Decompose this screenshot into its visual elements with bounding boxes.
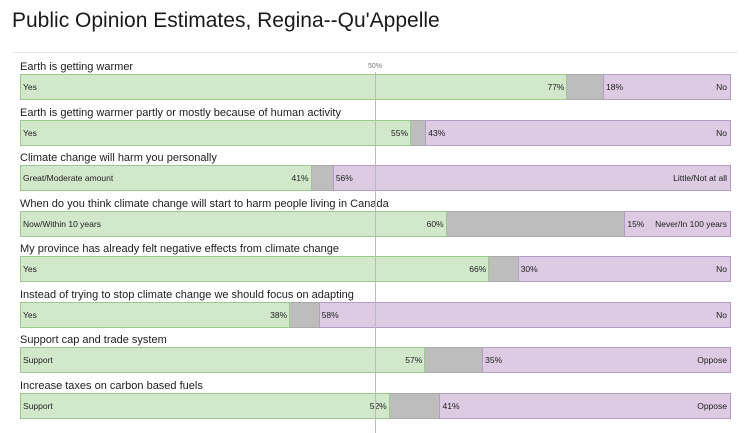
neutral-segment [311, 165, 333, 191]
right-category-label: Never/In 100 years [655, 218, 727, 229]
survey-row: Earth is getting warmer Yes 77% 18% No [20, 61, 731, 106]
agree-segment [20, 74, 568, 100]
neutral-segment [411, 119, 426, 146]
left-percent-label: 38% [270, 309, 288, 320]
disagree-segment [482, 347, 731, 373]
left-category-label: Yes [23, 264, 37, 274]
left-percent-label: 55% [391, 127, 409, 138]
left-category-label: Great/Moderate amount [23, 173, 114, 183]
left-percent-label: 41% [291, 173, 309, 183]
agree-segment [20, 119, 412, 146]
left-category-label: Yes [23, 309, 37, 320]
neutral-segment [425, 347, 483, 373]
disagree-segment [517, 256, 731, 282]
right-category-label: No [716, 82, 727, 92]
right-percent-label: 15% [627, 218, 645, 229]
left-category-label: Yes [23, 82, 37, 92]
survey-row: Support cap and trade system Support 57% 35… [20, 334, 731, 379]
left-percent-label: 60% [426, 218, 444, 229]
stacked-bar: Yes 77% 18% No [20, 74, 731, 100]
disagree-segment [425, 119, 731, 146]
right-category-label: Oppose [697, 400, 727, 411]
right-percent-label: 41% [442, 400, 460, 411]
right-category-label: No [716, 309, 727, 320]
agree-segment [20, 301, 291, 328]
left-percent-label: 52% [369, 400, 387, 411]
stacked-bar: Support 57% 35% Oppose [20, 347, 731, 373]
right-category-label: No [716, 127, 727, 138]
survey-row: My province has already felt negative ef… [20, 243, 731, 288]
neutral-segment [290, 301, 319, 328]
neutral-segment [567, 74, 604, 100]
fifty-percent-label: 50% [368, 63, 383, 70]
disagree-segment [439, 392, 731, 419]
stacked-bar: Great/Moderate amount 41% 56% Little/Not at… [20, 165, 731, 191]
right-percent-label: 30% [520, 264, 538, 274]
right-category-label: No [716, 264, 727, 274]
survey-row: Earth is getting warmer partly or mostly… [20, 107, 731, 152]
disagree-segment [332, 165, 731, 191]
right-percent-label: 56% [335, 173, 353, 183]
agree-segment [20, 256, 490, 282]
left-percent-label: 77% [547, 82, 565, 92]
disagree-segment [318, 301, 731, 328]
question-label: My province has already felt negative ef… [20, 243, 339, 255]
neutral-segment [389, 392, 440, 419]
agree-segment [20, 392, 390, 419]
question-label: Support cap and trade system [20, 334, 167, 346]
left-percent-label: 57% [405, 355, 423, 365]
left-category-label: Support [23, 400, 53, 411]
left-percent-label: 66% [469, 264, 487, 274]
left-category-label: Yes [23, 127, 37, 138]
survey-row: Instead of trying to stop climate change… [20, 289, 731, 334]
stacked-bar: Support 52% 41% Oppose [20, 392, 731, 419]
question-label: Instead of trying to stop climate change… [20, 288, 354, 301]
question-label: When do you think climate change will st… [20, 197, 389, 210]
left-category-label: Now/Within 10 years [23, 218, 101, 229]
disagree-segment [624, 210, 731, 237]
fifty-percent-line [375, 72, 376, 433]
title-divider [12, 52, 738, 53]
left-category-label: Support [23, 355, 53, 365]
stacked-bar: Yes 55% 43% No [20, 119, 731, 146]
stacked-bar: Yes 38% 58% No [20, 301, 731, 328]
neutral-segment [489, 256, 518, 282]
agree-segment [20, 165, 312, 191]
neutral-segment [446, 210, 625, 237]
survey-row: Increase taxes on carbon based fuels Supp… [20, 380, 731, 425]
right-category-label: Oppose [697, 355, 727, 365]
survey-row: Climate change will harm you personally G… [20, 152, 731, 197]
disagree-segment [603, 74, 731, 100]
stacked-bar: Yes 66% 30% No [20, 256, 731, 282]
question-label: Increase taxes on carbon based fuels [20, 379, 203, 392]
chart-title: Public Opinion Estimates, Regina--Qu'App… [12, 9, 440, 32]
right-percent-label: 35% [485, 355, 503, 365]
question-label: Earth is getting warmer partly or mostly… [20, 106, 341, 119]
right-percent-label: 43% [428, 127, 446, 138]
agree-segment [20, 347, 426, 373]
question-label: Earth is getting warmer [20, 61, 134, 73]
question-label: Climate change will harm you personally [20, 152, 217, 164]
right-percent-label: 18% [606, 82, 624, 92]
right-category-label: Little/Not at all [673, 173, 727, 183]
right-percent-label: 58% [321, 309, 339, 320]
